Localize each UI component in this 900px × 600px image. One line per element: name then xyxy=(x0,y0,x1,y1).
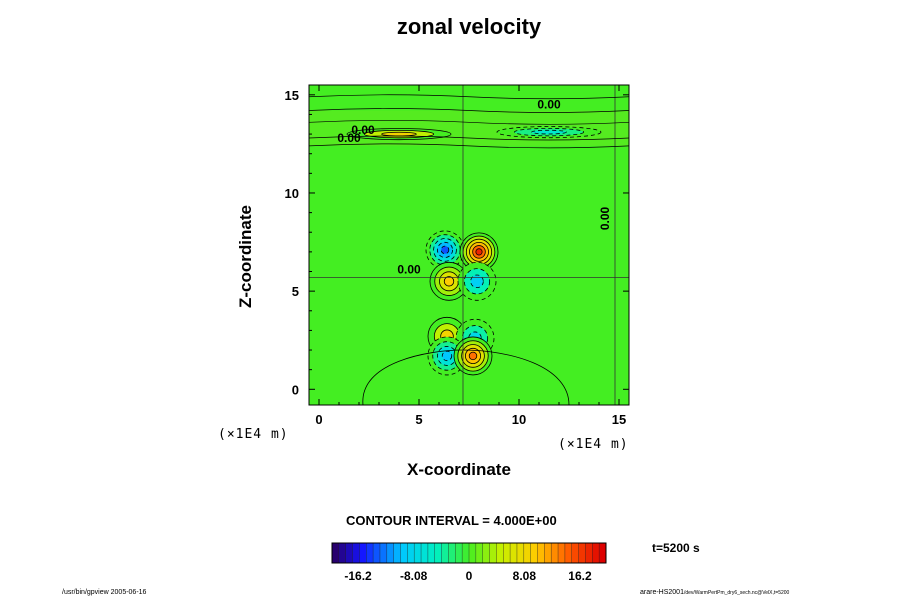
x-tick-label-3: 15 xyxy=(612,412,626,427)
upper-contour-2 xyxy=(309,119,629,125)
colorbar-cell-32 xyxy=(551,543,559,563)
colorbar-tick-label-2: 0 xyxy=(466,569,473,583)
footer-file: /dev/WarmPertPm_dry6_sech.nc@VelX,t=5200 xyxy=(683,590,790,596)
colorbar-tick-label-4: 16.2 xyxy=(568,569,592,583)
upper-contour-1 xyxy=(309,135,629,141)
colorbar-cell-4 xyxy=(359,543,367,563)
colorbar-cell-5 xyxy=(366,543,374,563)
colorbar-cell-23 xyxy=(489,543,497,563)
plot-area: 0.000.000.000.000.00 xyxy=(309,85,629,405)
x-axis-label: X-coordinate xyxy=(407,460,511,479)
colorbar-cell-27 xyxy=(516,543,525,563)
colorbar-cell-39 xyxy=(599,543,607,563)
colorbar-cell-35 xyxy=(571,543,579,563)
x-tick-label-1: 5 xyxy=(415,412,422,427)
colorbar-cell-26 xyxy=(510,543,518,563)
colorbar-cell-3 xyxy=(352,543,360,563)
upper-contour-3 xyxy=(309,108,629,113)
x-axis-unit-left: (×1E4 m) xyxy=(218,427,289,442)
colorbar-cell-22 xyxy=(482,543,490,563)
colorbar-cell-31 xyxy=(544,543,552,563)
colorbar-tick-label-0: -16.2 xyxy=(344,569,372,583)
colorbar-cell-14 xyxy=(427,543,436,563)
colorbar-cell-18 xyxy=(455,543,463,563)
colorbar-cell-1 xyxy=(338,543,346,563)
y-tick-label-1: 5 xyxy=(292,284,299,299)
chart-title: zonal velocity xyxy=(396,14,542,39)
cell-0-contour-4 xyxy=(440,245,450,255)
colorbar-cell-7 xyxy=(379,543,388,563)
colorbar-cell-24 xyxy=(496,543,504,563)
y-tick-label-3: 15 xyxy=(285,88,299,103)
cell-2-contour-3 xyxy=(443,276,455,287)
colorbar-cell-16 xyxy=(441,543,449,563)
colorbar-tick-label-3: 8.08 xyxy=(513,569,537,583)
x-axis-unit-right: (×1E4 m) xyxy=(558,437,629,452)
contour-label-1: 0.00 xyxy=(351,123,375,137)
cell-9-contour-2 xyxy=(531,129,567,135)
colorbar-cell-2 xyxy=(345,543,353,563)
colorbar-cell-38 xyxy=(592,543,600,563)
x-tick-label-2: 10 xyxy=(512,412,526,427)
footer-model: arare-HS2001 xyxy=(640,589,684,596)
contour-interval-label: CONTOUR INTERVAL = 4.000E+00 xyxy=(346,513,557,528)
colorbar-cell-19 xyxy=(462,543,470,563)
y-tick-label-2: 10 xyxy=(285,186,299,201)
colorbar-cell-8 xyxy=(386,543,394,563)
colorbar-cell-25 xyxy=(503,543,511,563)
colorbar-cell-34 xyxy=(564,543,573,563)
cell-1-contour-5 xyxy=(475,248,483,256)
colorbar: -16.2 -8.08 0 8.08 16.2 xyxy=(331,542,607,583)
plot-frame xyxy=(308,84,630,406)
upper-contour-4 xyxy=(309,94,629,100)
footer-source: arare-HS2001/dev/WarmPertPm_dry6_sech.nc… xyxy=(640,589,789,596)
colorbar-cell-6 xyxy=(373,543,381,563)
colorbar-cell-37 xyxy=(585,543,593,563)
colorbar-cell-13 xyxy=(421,543,429,563)
contour-label-0: 0.00 xyxy=(537,98,561,112)
colorbar-frame xyxy=(331,542,607,564)
colorbar-tick-label-1: -8.08 xyxy=(400,569,428,583)
cell-6-contour-3 xyxy=(441,350,453,362)
footer-command: /usr/bin/gpview 2005-06-16 xyxy=(62,589,147,596)
upper-contour-0 xyxy=(309,143,629,149)
y-tick-label-0: 0 xyxy=(292,382,299,397)
contour-label-2: 0.00 xyxy=(337,131,361,145)
cell-7-contour-4 xyxy=(468,351,478,361)
colorbar-cell-28 xyxy=(523,543,531,563)
y-axis-label: Z-coordinate xyxy=(236,205,255,308)
contour-label-4: 0.00 xyxy=(598,206,612,230)
colorbar-cell-21 xyxy=(475,543,483,563)
colorbar-cell-12 xyxy=(414,543,422,563)
colorbar-cell-36 xyxy=(578,543,586,563)
colorbar-cell-29 xyxy=(530,543,538,563)
x-tick-label-0: 0 xyxy=(315,412,322,427)
cell-8-contour-2 xyxy=(381,131,417,137)
colorbar-cell-33 xyxy=(558,543,566,563)
colorbar-cell-0 xyxy=(332,543,340,563)
time-label: t=5200 s xyxy=(652,541,700,555)
colorbar-cell-9 xyxy=(393,543,401,563)
colorbar-cell-10 xyxy=(400,543,408,563)
colorbar-cell-17 xyxy=(448,543,456,563)
axes: 0 5 10 15 0 5 10 15 xyxy=(285,85,629,427)
colorbar-cell-20 xyxy=(469,543,477,563)
cell-3-contour-2 xyxy=(470,274,484,289)
colorbar-cell-11 xyxy=(407,543,415,563)
colorbar-cell-30 xyxy=(537,543,545,563)
contour-label-3: 0.00 xyxy=(397,262,421,276)
colorbar-cell-15 xyxy=(434,543,442,563)
